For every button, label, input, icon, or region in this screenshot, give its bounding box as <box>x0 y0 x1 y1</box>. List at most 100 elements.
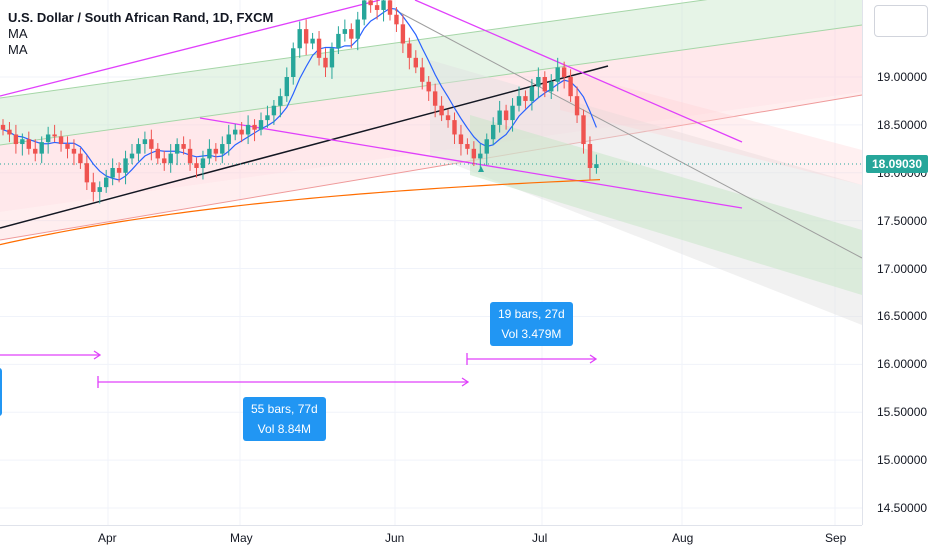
candle-body <box>162 158 167 164</box>
candle-body <box>168 153 173 164</box>
price-tick: 17.00000 <box>877 261 928 276</box>
candle-body <box>329 48 335 68</box>
candle-body <box>200 158 206 168</box>
candle-body <box>368 0 373 6</box>
candle-body <box>452 120 457 135</box>
candle-body <box>523 96 528 101</box>
candle-body <box>594 164 599 168</box>
time-tick: Jul <box>532 531 548 545</box>
candle-body <box>497 110 502 125</box>
candle-body <box>252 124 257 130</box>
candle-body <box>310 38 315 44</box>
price-tick: 15.00000 <box>877 453 928 468</box>
price-tick: 15.50000 <box>877 405 928 420</box>
date-range-info-2[interactable]: 19 bars, 27d Vol 3.479M <box>490 302 573 346</box>
candle-body <box>194 163 199 168</box>
candle-body <box>26 139 31 149</box>
time-tick: Aug <box>672 531 694 545</box>
date-range-info-1[interactable]: 55 bars, 77d Vol 8.84M <box>243 397 326 441</box>
candle-body <box>65 144 70 149</box>
candle-body <box>239 129 244 135</box>
moving-averages <box>0 7 601 246</box>
candle-body <box>207 148 212 159</box>
date-range-vol-1: Vol 8.84M <box>257 422 312 436</box>
candle-body <box>181 144 186 149</box>
price-tick: 17.50000 <box>877 213 928 228</box>
channel-line <box>0 94 863 241</box>
candle-body <box>110 167 115 178</box>
candle-body <box>381 0 386 10</box>
candle-body <box>155 148 160 159</box>
candle-body <box>503 110 509 121</box>
candle-body <box>297 29 302 49</box>
channel-lower-band <box>0 92 862 240</box>
pitchfork-green-band <box>470 115 862 295</box>
axis-settings-box[interactable] <box>874 5 928 37</box>
price-tick: 19.00000 <box>877 70 928 84</box>
channel-line <box>0 24 863 146</box>
date-range-vol-2: Vol 3.479M <box>501 327 562 341</box>
candles <box>0 0 599 204</box>
candle-body <box>323 57 328 68</box>
channel-line <box>0 0 708 99</box>
ma-short-line <box>2 7 597 181</box>
price-axis[interactable]: 19.0000018.5000018.0000017.5000017.00000… <box>862 0 932 525</box>
candle-body <box>291 48 296 77</box>
price-tick: 14.50000 <box>877 501 928 515</box>
ma-legend-2[interactable]: MA <box>8 42 28 57</box>
candle-body <box>78 153 83 164</box>
channel-middle-band <box>0 25 862 212</box>
trendline-magenta-top <box>0 0 381 97</box>
pivot-marker <box>478 166 484 172</box>
candle-body <box>226 134 231 145</box>
candle-body <box>510 105 515 121</box>
candle-body <box>536 77 541 87</box>
time-axis[interactable]: Apr May Jun Jul Aug Sep <box>0 525 862 551</box>
candle-body <box>413 57 418 68</box>
candle-body <box>465 144 470 149</box>
date-range-bars-1: 55 bars, 77d <box>251 402 318 416</box>
candle-body <box>542 77 547 92</box>
candle-body <box>39 142 44 154</box>
time-tick: Apr <box>98 531 117 545</box>
candle-body <box>336 33 341 49</box>
candle-body <box>20 139 25 145</box>
candle-body <box>116 167 122 173</box>
candle-body <box>484 139 489 154</box>
candle-body <box>84 163 90 183</box>
candle-body <box>91 182 96 192</box>
symbol-title[interactable]: U.S. Dollar / South African Rand, 1D, FX… <box>8 10 274 25</box>
candle-body <box>516 96 522 106</box>
price-tick: 16.50000 <box>877 309 928 324</box>
candle-body <box>400 24 406 44</box>
candle-body <box>420 67 425 82</box>
candle-body <box>258 120 264 130</box>
candle-body <box>174 144 180 154</box>
trendline-magenta-descending <box>414 0 743 143</box>
candle-body <box>104 177 109 188</box>
candle-body <box>407 43 412 58</box>
time-tick: Sep <box>825 531 847 545</box>
candle-body <box>142 139 148 145</box>
last-price-label: 18.09030 <box>866 155 928 173</box>
candle-body <box>213 148 219 154</box>
chart-legend: U.S. Dollar / South African Rand, 1D, FX… <box>8 10 273 58</box>
candle-body <box>561 67 567 77</box>
candle-body <box>271 105 277 116</box>
time-tick: Jun <box>385 531 405 545</box>
date-range-info-0[interactable] <box>0 368 2 416</box>
candle-body <box>316 38 322 58</box>
date-range-bars-2: 19 bars, 27d <box>498 307 565 321</box>
ma-legend-1[interactable]: MA <box>8 26 28 41</box>
candle-body <box>471 148 477 159</box>
candle-body <box>445 115 451 121</box>
candle-body <box>149 139 154 149</box>
candle-body <box>432 91 438 106</box>
candle-body <box>233 129 238 135</box>
channel-upper-band <box>0 0 862 145</box>
candle-body <box>549 81 554 92</box>
candle-body <box>426 81 431 92</box>
chart-grid <box>0 0 862 525</box>
candle-body <box>303 29 309 44</box>
